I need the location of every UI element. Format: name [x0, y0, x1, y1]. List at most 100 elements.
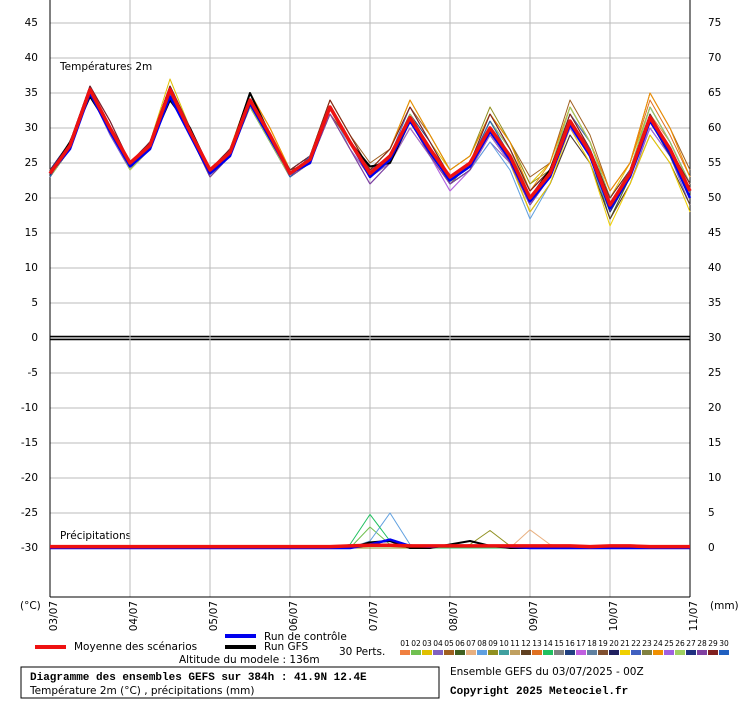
y2-tick-label: 10	[708, 472, 721, 484]
footer-title: Diagramme des ensembles GEFS sur 384h : …	[30, 672, 367, 684]
y-tick-label: 0	[31, 332, 38, 344]
legend-label: 26	[675, 639, 685, 648]
legend-label: 03	[422, 639, 432, 648]
legend-swatch	[466, 650, 476, 655]
legend-label: Run GFS	[264, 641, 308, 653]
y-tick-label: 10	[25, 262, 38, 274]
legend-label: 02	[411, 639, 421, 648]
legend-swatch	[477, 650, 487, 655]
y2-tick-label: 50	[708, 192, 721, 204]
legend-label: 19	[598, 639, 608, 648]
y-tick-label: 45	[25, 17, 38, 29]
x-tick-label: 07/07	[368, 601, 380, 631]
y2-tick-label: 5	[708, 507, 715, 519]
legend-swatch	[543, 650, 553, 655]
legend-swatch	[686, 650, 696, 655]
legend-swatch	[631, 650, 641, 655]
y2-tick-label: 75	[708, 17, 721, 29]
legend-swatch	[675, 650, 685, 655]
legend-swatch	[422, 650, 432, 655]
legend-swatch	[697, 650, 707, 655]
legend-label: 17	[576, 639, 586, 648]
y2-tick-label: 40	[708, 262, 721, 274]
legend-label: 29	[708, 639, 718, 648]
x-tick-label: 05/07	[208, 601, 220, 631]
y2-tick-label: 55	[708, 157, 721, 169]
y-tick-label: -20	[21, 472, 38, 484]
legend-swatch	[400, 650, 410, 655]
y2-tick-label: 20	[708, 402, 721, 414]
legend-label: 09	[488, 639, 498, 648]
legend-label: 01	[400, 639, 410, 648]
legend-swatch	[565, 650, 575, 655]
footer-subtitle: Température 2m (°C) , précipitations (mm…	[29, 685, 255, 697]
legend-label: 23	[642, 639, 652, 648]
x-tick-label: 09/07	[528, 601, 540, 631]
legend-swatch	[411, 650, 421, 655]
legend-label: 11	[510, 639, 520, 648]
y2-tick-label: 70	[708, 52, 721, 64]
y2-tick-label: 65	[708, 87, 721, 99]
y2-unit: (mm)	[710, 600, 739, 612]
x-tick-label: 11/07	[688, 601, 700, 631]
legend-swatch	[609, 650, 619, 655]
legend-label: 18	[587, 639, 597, 648]
legend-label: Moyenne des scénarios	[74, 641, 197, 653]
y-tick-label: 30	[25, 122, 38, 134]
legend-label: Run de contrôle	[264, 631, 347, 643]
legend-swatch	[444, 650, 454, 655]
legend-label: 10	[499, 639, 509, 648]
legend-label: 27	[686, 639, 696, 648]
legend-label: 20	[609, 639, 619, 648]
legend-swatch	[642, 650, 652, 655]
legend-label: 05	[444, 639, 454, 648]
legend-label: 08	[477, 639, 487, 648]
legend-swatch	[521, 650, 531, 655]
y-tick-label: -15	[21, 437, 38, 449]
y2-tick-label: 0	[708, 542, 715, 554]
legend-swatch	[620, 650, 630, 655]
legend-label: 13	[532, 639, 542, 648]
legend-swatch	[598, 650, 608, 655]
copyright: Copyright 2025 Meteociel.fr	[450, 686, 628, 698]
y-tick-label: 40	[25, 52, 38, 64]
run-info: Ensemble GEFS du 03/07/2025 - 00Z	[450, 666, 644, 678]
temperature-line	[48, 87, 692, 207]
y2-tick-label: 45	[708, 227, 721, 239]
x-tick-label: 06/07	[288, 601, 300, 631]
legend-swatch	[587, 650, 597, 655]
legend-swatch	[499, 650, 509, 655]
legend-swatch	[653, 650, 663, 655]
legend-label: 28	[697, 639, 707, 648]
y2-tick-label: 35	[708, 297, 721, 309]
y-unit: (°C)	[20, 600, 41, 612]
legend-swatch	[488, 650, 498, 655]
x-tick-label: 10/07	[608, 601, 620, 631]
legend-swatch	[455, 650, 465, 655]
precip-line	[50, 543, 690, 549]
y-tick-label: 5	[31, 297, 38, 309]
y-tick-label: 15	[25, 227, 38, 239]
y2-tick-label: 25	[708, 367, 721, 379]
y2-tick-label: 30	[708, 332, 721, 344]
y-tick-label: -10	[21, 402, 38, 414]
legend-swatch	[433, 650, 443, 655]
legend-label: 04	[433, 639, 443, 648]
legend-label: 12	[521, 639, 531, 648]
legend-label: 22	[631, 639, 641, 648]
footer-box	[20, 666, 440, 699]
legend-swatch	[510, 650, 520, 655]
legend-swatch	[576, 650, 586, 655]
y-tick-label: 20	[25, 192, 38, 204]
legend-swatch	[664, 650, 674, 655]
legend-label: 30	[719, 639, 729, 648]
legend-label: 25	[664, 639, 674, 648]
legend-label: 06	[455, 639, 465, 648]
legend-swatch	[708, 650, 718, 655]
precip-annotation: Précipitations	[60, 530, 131, 542]
y-tick-label: 25	[25, 157, 38, 169]
altitude: Altitude du modele : 136m	[179, 654, 320, 666]
perturbation-label: 30 Perts.	[339, 646, 385, 658]
y2-tick-label: 60	[708, 122, 721, 134]
